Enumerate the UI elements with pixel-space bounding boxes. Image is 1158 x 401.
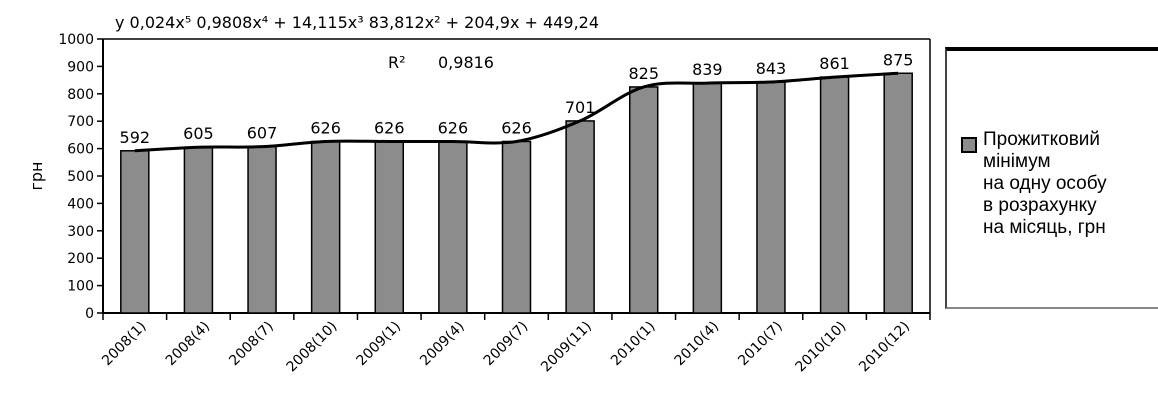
data-label: 861: [819, 54, 850, 73]
x-tick-label: 2010(4): [672, 319, 723, 370]
bar: [756, 81, 786, 314]
x-axis-ticks: 2008(1) 2008(4) 2008(7) 2008(10) 2009(1) 2009…: [99, 313, 931, 376]
bar: [692, 82, 723, 314]
bar: [247, 145, 277, 314]
data-labels: 592 605 607 626 626 626 626 701 825 839 843 861 875: [120, 50, 914, 147]
bars: [120, 72, 913, 314]
x-tick-label: 2008(10): [284, 319, 341, 376]
bar: [501, 140, 532, 314]
data-label: 839: [692, 60, 723, 79]
data-label: 626: [438, 118, 469, 137]
y-tick-label: 100: [67, 279, 94, 295]
x-tick-label: 2009(11): [538, 319, 595, 376]
x-tick-label: 2010(1): [608, 319, 659, 370]
bar: [819, 76, 850, 314]
r-squared-value: 0,9816: [438, 53, 494, 72]
x-tick-label: 2009(4): [417, 319, 468, 370]
bar: [438, 140, 468, 314]
y-tick-label: 1000: [58, 32, 94, 48]
x-tick-label: 2010(12): [856, 319, 913, 376]
data-label: 626: [374, 118, 405, 137]
bar: [883, 72, 913, 314]
bar: [183, 146, 214, 314]
y-tick-label: 800: [67, 87, 94, 103]
y-tick-label: 700: [67, 114, 94, 130]
x-tick-label: 2009(1): [354, 319, 405, 370]
data-label: 626: [310, 118, 341, 137]
x-tick-label: 2008(7): [226, 319, 277, 370]
x-tick-label: 2010(10): [793, 319, 850, 376]
bar: [310, 140, 341, 314]
data-label: 607: [247, 124, 278, 143]
y-tick-label: 600: [67, 142, 94, 158]
y-axis-label: грн: [27, 161, 46, 190]
y-tick-label: 400: [67, 196, 94, 212]
legend-swatch: [961, 137, 977, 153]
x-tick-label: 2010(7): [735, 319, 786, 370]
data-label: 843: [756, 59, 787, 78]
data-label: 626: [501, 118, 532, 137]
legend-label: Прожитковий мінімум на одну особу в розр…: [983, 129, 1107, 238]
y-tick-label: 200: [67, 251, 94, 267]
trendline-equation: y 0,024x⁵ 0,9808x⁴ + 14,115x³ 83,812x² +…: [115, 13, 599, 32]
data-label: 875: [883, 50, 914, 69]
y-tick-label: 500: [67, 169, 94, 185]
data-label: 825: [628, 64, 659, 83]
y-axis-ticks: 0 100 200 300 400 500 600 700 800 900 1000: [58, 32, 103, 322]
legend: Прожитковий мінімум на одну особу в розр…: [945, 47, 1158, 309]
x-tick-label: 2009(7): [481, 319, 532, 370]
bar: [628, 86, 659, 314]
x-tick-label: 2008(1): [99, 319, 150, 370]
y-tick-label: 300: [67, 224, 94, 240]
bar: [565, 120, 595, 314]
trendline: [134, 71, 899, 153]
bar: [374, 140, 405, 314]
y-tick-label: 0: [85, 306, 94, 322]
r-squared-label: R²: [388, 53, 406, 72]
bar: [120, 150, 150, 314]
data-label: 605: [183, 124, 214, 143]
data-label: 701: [565, 98, 596, 117]
y-tick-label: 900: [67, 59, 94, 75]
data-label: 592: [120, 128, 151, 147]
x-tick-label: 2008(4): [163, 319, 214, 370]
